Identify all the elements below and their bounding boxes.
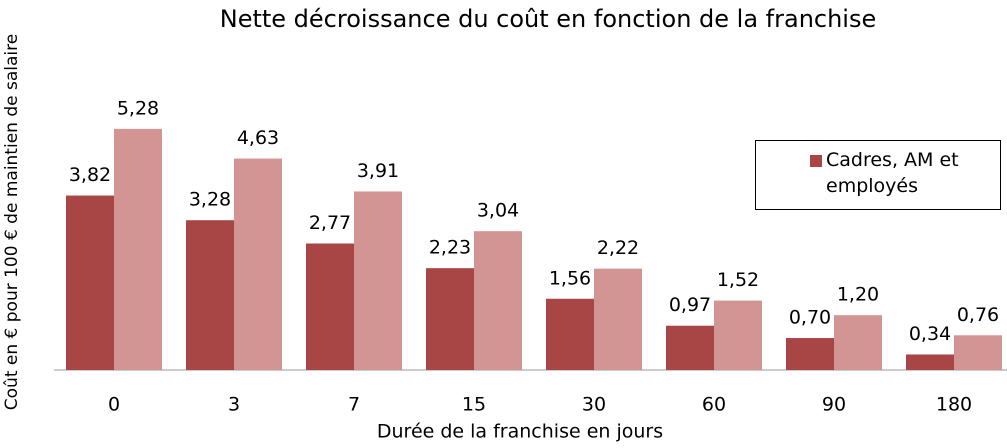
data-label: 3,04: [477, 200, 519, 222]
bar: [474, 231, 522, 370]
chart-title: Nette décroissance du coût en fonction d…: [220, 5, 877, 33]
x-tick-label: 7: [348, 394, 360, 416]
data-label: 1,52: [717, 269, 759, 291]
legend-swatch: [810, 155, 822, 167]
y-axis-label: Coût en € pour 100 € de maintien de sala…: [2, 34, 22, 410]
data-label: 2,23: [429, 237, 471, 259]
data-label: 0,34: [909, 323, 951, 345]
x-tick-label: 90: [822, 394, 846, 416]
x-tick-label: 60: [702, 394, 726, 416]
data-label: 2,77: [309, 212, 351, 234]
bar: [186, 220, 234, 370]
bar: [714, 300, 762, 370]
data-label: 1,56: [549, 267, 591, 289]
data-label: 4,63: [237, 127, 279, 149]
bar: [114, 128, 162, 370]
bar: [906, 354, 954, 370]
data-label: 3,82: [69, 164, 111, 186]
bar: [354, 191, 402, 370]
legend-label: Cadres, AM et employés: [826, 149, 959, 197]
data-label: 5,28: [117, 97, 159, 119]
bar: [306, 243, 354, 370]
data-label: 0,70: [789, 307, 831, 329]
x-tick-label: 180: [936, 394, 972, 416]
bar: [594, 268, 642, 370]
x-tick-label: 15: [462, 394, 486, 416]
bar: [234, 158, 282, 370]
data-label: 0,97: [669, 294, 711, 316]
data-label: 0,76: [957, 304, 999, 326]
data-label: 3,28: [189, 189, 231, 211]
bar: [666, 325, 714, 370]
bar: [786, 338, 834, 370]
legend: Cadres, AM et employés: [755, 140, 1001, 210]
x-tick-label: 3: [228, 394, 240, 416]
data-label: 2,22: [597, 237, 639, 259]
bar: [66, 195, 114, 370]
x-tick-label: 30: [582, 394, 606, 416]
x-axis-label: Durée de la franchise en jours: [377, 421, 663, 443]
data-label: 3,91: [357, 160, 399, 182]
bar: [426, 268, 474, 370]
bar: [834, 315, 882, 370]
x-tick-label: 0: [108, 394, 120, 416]
bar: [546, 298, 594, 370]
data-label: 1,20: [837, 284, 879, 306]
bar: [954, 335, 1002, 370]
